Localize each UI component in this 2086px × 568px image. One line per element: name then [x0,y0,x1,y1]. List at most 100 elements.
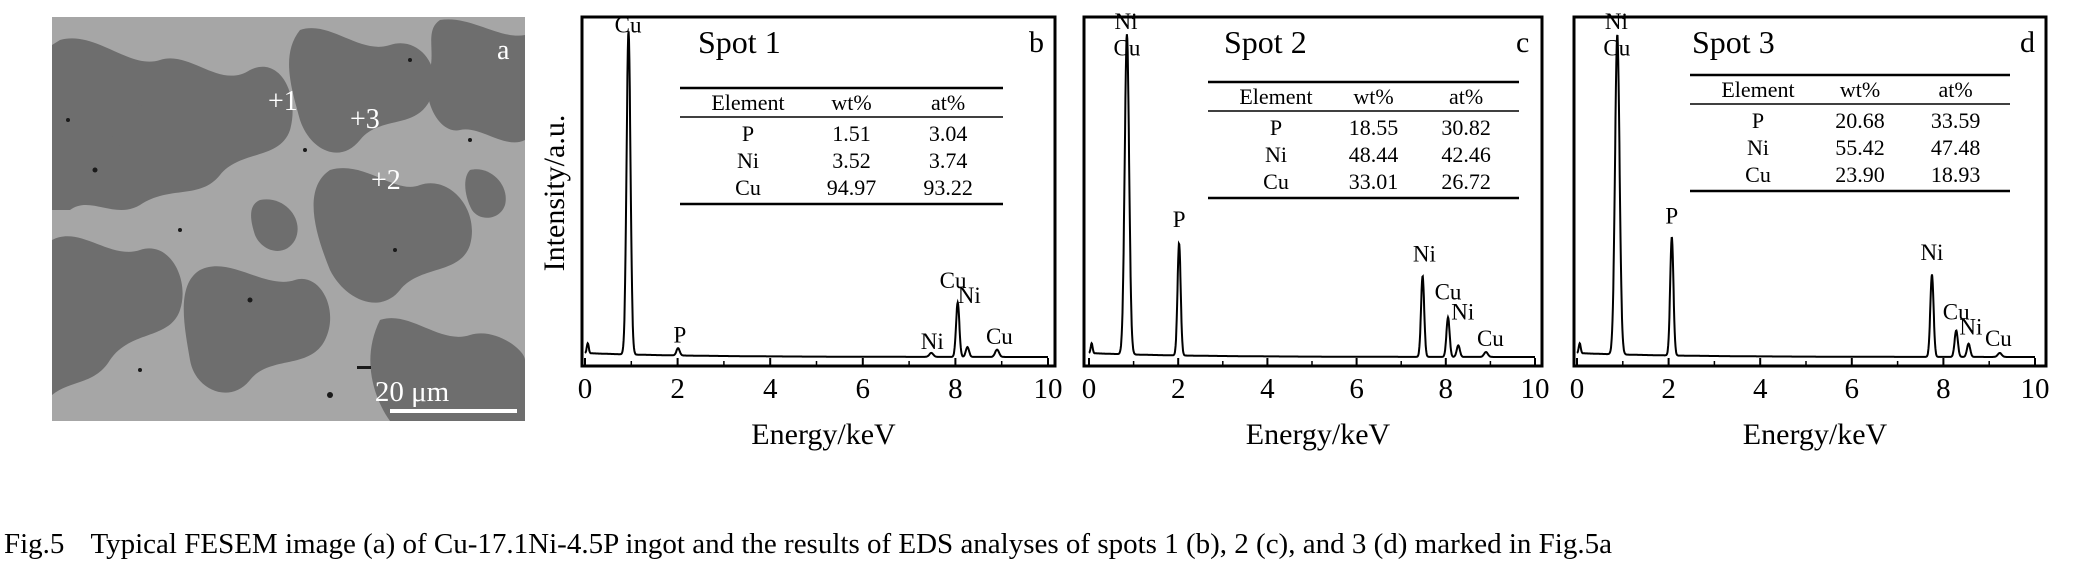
table-cell: P [1752,108,1764,133]
x-axis-label: Energy/keV [751,418,896,451]
table-header-cell: Element [1721,77,1794,102]
x-tick-label: 8 [1439,373,1454,405]
table-cell: 94.97 [827,175,877,200]
table-cell: 93.22 [923,175,973,200]
table-cell: Cu [1263,169,1289,194]
peak-label: P [674,323,687,348]
micrograph-dark-phase [52,19,525,421]
table-cell: 47.48 [1931,135,1981,160]
peak-label: Cu [1985,326,2012,351]
x-tick-label: 2 [1171,373,1186,405]
peak-label: P [1173,207,1186,232]
spot-marker-3: +3 [350,104,380,135]
spot-marker-2: +2 [371,165,401,196]
peak-label: Ni [1413,242,1436,267]
x-tick-label: 6 [856,373,871,405]
x-tick-label: 4 [1260,373,1275,405]
table-cell: 3.04 [929,121,968,146]
table-cell: 3.74 [929,148,968,173]
table-cell: 26.72 [1441,169,1491,194]
x-tick-label: 10 [1521,373,1550,405]
table-header-cell: at% [931,90,965,115]
peak-label: Cu [1113,35,1140,60]
table-cell: P [1270,115,1282,140]
x-tick-label: 8 [948,373,963,405]
peak-label: Cu [1943,299,1970,324]
peak-label: Ni [1451,299,1474,324]
table-header-cell: at% [1938,77,1972,102]
table-cell: 30.82 [1441,115,1491,140]
table-cell: P [742,121,754,146]
table-cell: 18.93 [1931,162,1981,187]
x-axis-label: Energy/keV [1246,418,1391,451]
table-header-cell: wt% [1353,84,1393,109]
spot-title: Spot 2 [1224,24,1307,60]
table-header-cell: at% [1449,84,1483,109]
table-header-cell: Element [1239,84,1312,109]
micrograph-labels: a +1 +3 +2 20 μm [268,35,517,413]
micrograph-pores [66,58,472,398]
peak-label: Cu [1603,35,1630,60]
panel-letter: b [1029,26,1044,59]
table-cell: 33.01 [1349,169,1399,194]
panel-letter: c [1516,26,1529,59]
plot-frame [580,15,1057,368]
spot-marker-1: +1 [268,86,298,117]
peak-label: Cu [1435,280,1462,305]
x-tick-label: 4 [1753,373,1768,405]
peak-label: Cu [940,268,967,293]
spectrum-line [1088,34,1535,358]
peak-label: Ni [958,283,981,308]
x-tick-label: 6 [1845,373,1860,405]
peak-label: Ni [1920,240,1943,265]
peak-label: P [1665,204,1678,229]
table-cell: Cu [735,175,761,200]
peak-label: Cu [986,324,1013,349]
table-cell: 48.44 [1349,142,1399,167]
x-tick-label: 0 [1570,373,1585,405]
table-cell: 1.51 [832,121,871,146]
plot-frame [1572,15,2048,368]
x-axis-label: Energy/keV [1743,418,1888,451]
table-cell: 33.59 [1931,108,1981,133]
x-tick-label: 4 [763,373,778,405]
x-tick-label: 8 [1936,373,1951,405]
x-tick-label: 2 [1661,373,1676,405]
x-tick-label: 0 [1082,373,1097,405]
spot-title: Spot 1 [698,24,781,60]
table-header-cell: wt% [1840,77,1880,102]
table-cell: 20.68 [1835,108,1885,133]
y-axis-label: Intensity/a.u. [538,115,571,272]
panel-letter-a: a [497,35,510,66]
table-cell: 23.90 [1835,162,1885,187]
table-header-cell: Element [711,90,784,115]
table-cell: Ni [1747,135,1769,160]
x-tick-label: 10 [2021,373,2050,405]
x-tick-label: 6 [1349,373,1364,405]
spot-title: Spot 3 [1692,24,1775,60]
table-cell: Ni [737,148,759,173]
x-tick-label: 2 [670,373,685,405]
table-cell: Cu [1745,162,1771,187]
x-tick-label: 10 [1034,373,1063,405]
peak-label: Ni [921,329,944,354]
panel-letter: d [2020,26,2035,59]
spectrum-line [584,31,1048,358]
scale-bar-label: 20 μm [375,376,450,408]
figure-caption: Fig.5 Typical FESEM image (a) of Cu-17.1N… [4,528,1638,561]
peak-label: Cu [1477,326,1504,351]
caption-label: Fig.5 [4,528,65,560]
plot-frame [1082,15,1544,368]
peak-label: Ni [1605,9,1628,34]
peak-label: Cu [615,12,642,37]
table-header-cell: wt% [831,90,871,115]
scale-bar [390,409,517,413]
peak-label: Ni [1115,9,1138,34]
spectrum-line [1576,34,2035,358]
table-cell: 42.46 [1441,142,1491,167]
caption-text: Typical FESEM image (a) of Cu-17.1Ni-4.5… [90,528,1612,560]
